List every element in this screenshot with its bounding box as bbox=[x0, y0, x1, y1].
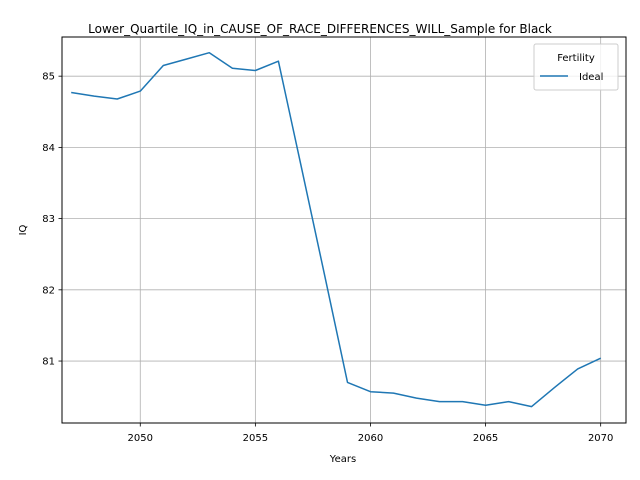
legend-title: Fertility bbox=[557, 53, 595, 64]
x-tick-label: 2060 bbox=[358, 433, 383, 444]
y-tick-label: 83 bbox=[42, 214, 55, 225]
x-axis-title: Years bbox=[329, 454, 356, 465]
y-tick-label: 84 bbox=[42, 143, 55, 154]
series-layer bbox=[71, 51, 602, 408]
legend-label: Ideal bbox=[579, 72, 603, 83]
x-axis: 2050 2055 2060 2065 2070 bbox=[128, 423, 613, 444]
series-line-ideal bbox=[71, 51, 602, 408]
y-tick-label: 85 bbox=[42, 72, 55, 83]
legend: Fertility Ideal bbox=[533, 43, 619, 91]
grid bbox=[62, 37, 626, 423]
y-tick-label: 81 bbox=[42, 357, 55, 368]
y-axis-title: IQ bbox=[18, 224, 29, 235]
plot-frame bbox=[61, 36, 627, 424]
legend-box bbox=[533, 43, 619, 91]
x-tick-label: 2050 bbox=[128, 433, 153, 444]
y-axis: 81 82 83 84 85 bbox=[42, 72, 62, 368]
chart-title: Lower_Quartile_IQ_in_CAUSE_OF_RACE_DIFFE… bbox=[88, 22, 552, 36]
x-tick-label: 2065 bbox=[473, 433, 498, 444]
y-tick-label: 82 bbox=[42, 285, 55, 296]
x-tick-label: 2055 bbox=[243, 433, 268, 444]
x-tick-label: 2070 bbox=[588, 433, 613, 444]
